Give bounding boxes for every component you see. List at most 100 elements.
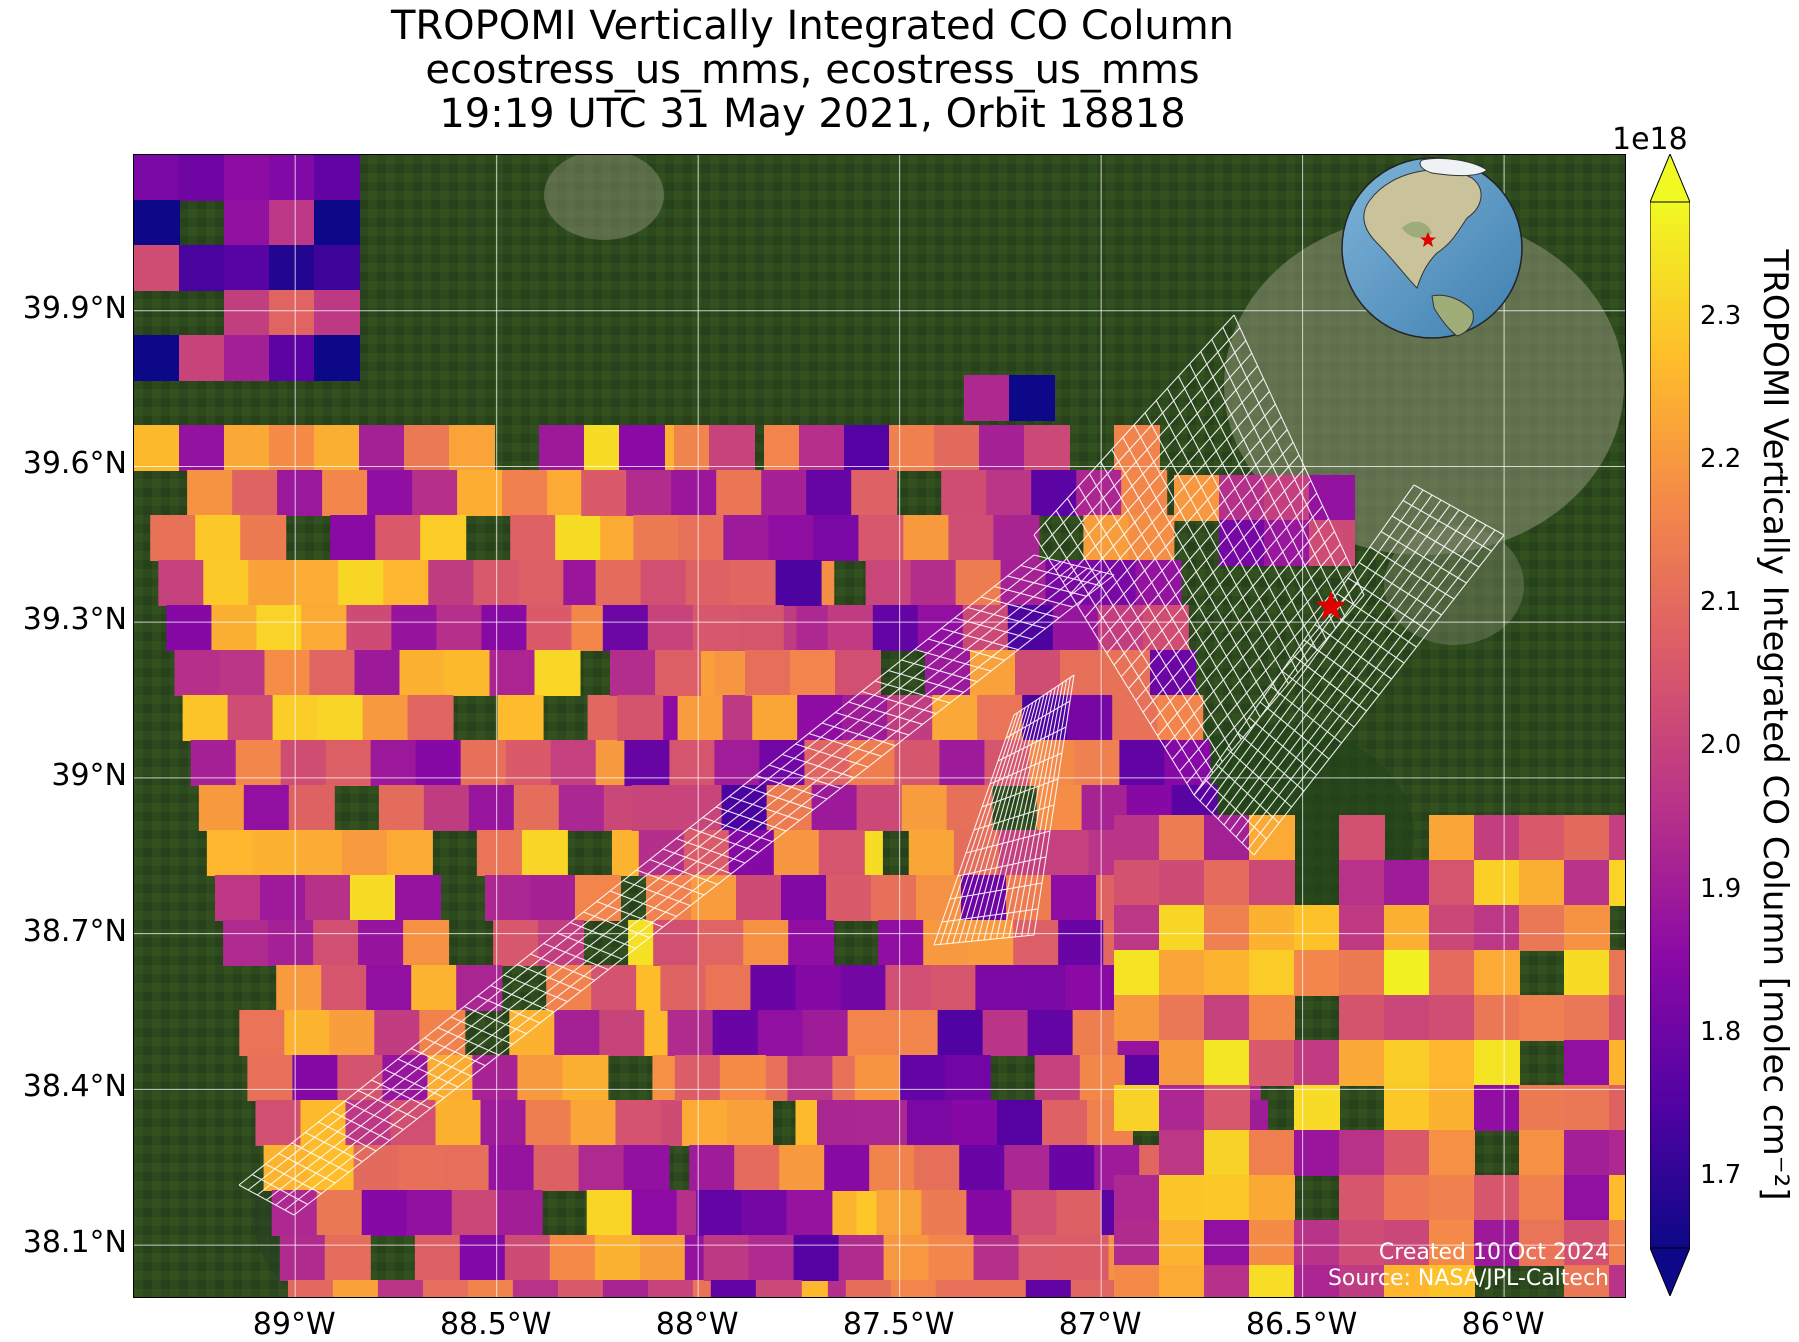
co-pixel	[719, 1055, 766, 1101]
footprint-line	[1247, 529, 1496, 850]
co-pixel	[745, 650, 791, 696]
co-pixel	[1294, 1265, 1340, 1297]
co-pixel	[1031, 470, 1078, 516]
co-pixel	[1159, 815, 1205, 861]
co-pixel	[179, 425, 225, 471]
co-pixel	[647, 1280, 694, 1297]
co-pixel	[1339, 1040, 1385, 1086]
co-pixel	[423, 785, 470, 831]
co-pixel	[518, 560, 565, 606]
co-pixel	[247, 1055, 294, 1101]
co-pixel	[468, 785, 515, 831]
co-pixel	[472, 1055, 519, 1101]
co-pixel	[795, 965, 842, 1011]
co-pixel	[944, 1055, 991, 1101]
co-pixel	[703, 1235, 750, 1281]
co-pixel	[799, 425, 845, 471]
co-pixel	[581, 470, 628, 516]
co-pixel	[502, 470, 549, 516]
co-pixel	[1564, 1265, 1610, 1297]
footprint-line	[293, 574, 1115, 1216]
co-pixel	[894, 740, 941, 786]
co-pixel	[496, 1190, 543, 1236]
co-pixel	[366, 965, 413, 1011]
lat-tick-label: 39.3°N	[22, 602, 127, 638]
co-pixel	[934, 425, 980, 471]
co-pixel	[314, 155, 360, 201]
co-pixel	[610, 650, 656, 696]
co-pixel	[914, 1145, 961, 1191]
co-pixel	[1249, 950, 1295, 996]
co-pixel	[1609, 1175, 1625, 1221]
footprint-line	[995, 689, 1053, 939]
co-pixel	[428, 560, 475, 606]
co-pixel	[562, 1055, 609, 1101]
footprint-line	[1135, 492, 1318, 701]
co-pixel	[412, 470, 459, 516]
co-pixel	[255, 1100, 302, 1146]
co-pixel	[1204, 1040, 1250, 1086]
co-pixel	[224, 200, 270, 246]
credit-source: Source: NASA/JPL-Caltech	[1327, 1266, 1609, 1291]
co-pixel	[480, 1100, 527, 1146]
co-pixel	[451, 1190, 498, 1236]
co-pixel	[190, 740, 237, 786]
co-pixel	[1564, 1130, 1610, 1176]
co-pixel	[301, 605, 348, 651]
co-pixel	[862, 1100, 908, 1146]
co-pixel	[939, 740, 986, 786]
co-pixel	[292, 1055, 339, 1101]
co-pixel	[332, 1280, 379, 1297]
colorbar-tick-label: 1.8	[1700, 1017, 1742, 1048]
co-pixel	[497, 695, 544, 741]
co-pixel	[314, 200, 360, 246]
co-pixel	[1018, 1235, 1065, 1281]
co-pixel	[930, 965, 977, 1011]
co-pixel	[586, 1190, 633, 1236]
co-pixel	[1519, 1130, 1565, 1176]
co-pixel	[788, 920, 835, 966]
co-pixel	[775, 560, 822, 606]
co-pixel	[370, 740, 417, 786]
co-pixel	[1429, 1085, 1475, 1131]
co-pixel	[269, 245, 315, 291]
co-pixel	[449, 425, 495, 471]
co-pixel	[723, 515, 770, 561]
co-pixel	[1025, 1280, 1072, 1297]
co-pixel	[321, 965, 368, 1011]
co-pixel	[324, 1235, 371, 1281]
co-pixel	[844, 425, 890, 471]
co-pixel	[481, 605, 528, 651]
footprint-line	[1223, 509, 1460, 826]
co-pixel	[513, 785, 560, 831]
co-pixel	[1114, 815, 1160, 861]
co-pixel	[354, 650, 401, 696]
co-pixel	[1159, 1085, 1205, 1131]
co-pixel	[845, 1280, 892, 1297]
co-pixel	[1474, 995, 1520, 1041]
co-pixel	[459, 1235, 506, 1281]
co-pixel	[1609, 1265, 1625, 1297]
co-pixel	[224, 335, 270, 381]
title-line-1: TROPOMI Vertically Integrated CO Column	[390, 3, 1235, 49]
co-pixel	[134, 155, 180, 201]
co-pixel	[179, 335, 225, 381]
co-pixel	[279, 1235, 326, 1281]
footprint-line	[958, 704, 1030, 943]
co-pixel	[288, 785, 335, 831]
co-pixel	[997, 1100, 1043, 1146]
co-pixel	[227, 695, 274, 741]
co-pixel	[1159, 1175, 1205, 1221]
co-pixel	[752, 695, 799, 741]
footprint-line	[266, 564, 1075, 1201]
co-pixel	[631, 785, 678, 831]
co-pixel	[414, 1235, 461, 1281]
co-pixel	[768, 515, 815, 561]
co-pixel	[198, 785, 245, 831]
co-pixel	[908, 830, 955, 876]
co-pixel	[889, 425, 935, 471]
co-pixel	[314, 335, 360, 381]
co-pixel	[824, 1145, 871, 1191]
footprint-line	[1062, 365, 1259, 583]
co-pixel	[1339, 1265, 1385, 1297]
